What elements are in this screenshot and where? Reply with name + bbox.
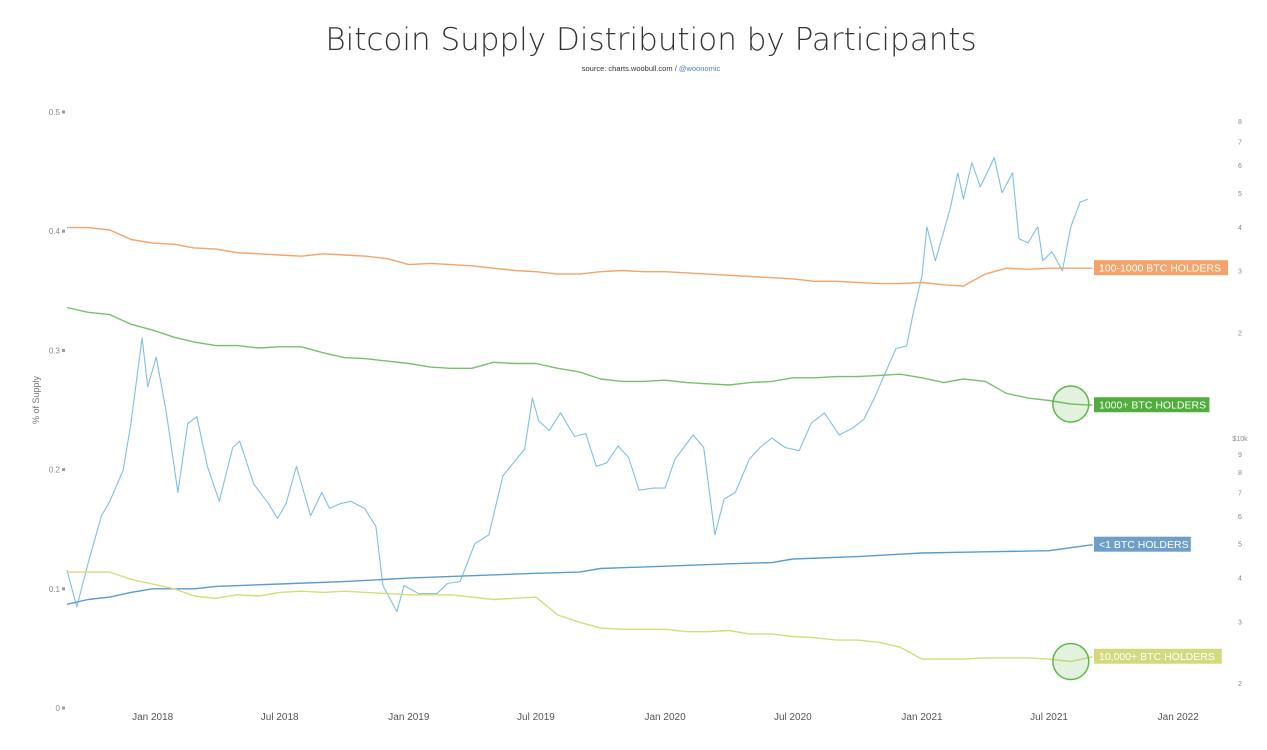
highlight-circle: [1052, 385, 1090, 423]
x-tick-label: Jan 2021: [901, 712, 943, 723]
y-axis-label: % of Supply: [31, 375, 41, 424]
series-label-box: [1094, 397, 1210, 413]
left-tick-label: 0.3: [49, 346, 61, 355]
x-tick-label: Jul 2019: [517, 712, 555, 723]
series-label-text: 10,000+ BTC HOLDERS: [1099, 651, 1215, 663]
chart-title: Bitcoin Supply Distribution by Participa…: [325, 22, 976, 58]
highlight-circle: [1052, 642, 1090, 681]
highlight-circles: [1052, 385, 1090, 681]
series-label-text: 100-1000 BTC HOLDERS: [1099, 263, 1221, 275]
series-line-10-000-btc-holders: [67, 571, 1093, 663]
right-tick-label: 2: [1238, 330, 1242, 337]
x-tick-label: Jan 2018: [132, 712, 174, 723]
right-tick-label: 4: [1238, 576, 1242, 583]
chart-subtitle: source: charts.woobull.com / @woonomic: [582, 64, 721, 73]
right-tick-label: 7: [1238, 490, 1242, 497]
right-tick-label: 7: [1238, 140, 1242, 147]
right-tick-label: 9: [1238, 452, 1242, 459]
left-tick-mark: [62, 468, 65, 472]
left-tick-label: 0.4: [49, 227, 61, 236]
x-tick-label: Jan 2022: [1158, 712, 1200, 723]
right-tick-label: 4: [1238, 225, 1242, 232]
x-axis-ticks: Jan 2018 Jul 2018 Jan 2019 Jul 2019 Jan 2020…: [132, 712, 1199, 723]
x-tick-label: Jul 2018: [261, 712, 299, 723]
left-tick-mark: [62, 110, 65, 114]
right-tick-label: 5: [1238, 542, 1242, 549]
series-line-1000-btc-holders: [66, 306, 1093, 406]
x-tick-label: Jan 2019: [388, 712, 430, 723]
left-tick-mark: [62, 587, 65, 591]
left-tick-label: 0: [56, 704, 61, 713]
x-tick-label: Jul 2021: [1030, 712, 1068, 723]
right-tick-label: 8: [1238, 470, 1242, 477]
series-label-box: [1094, 536, 1191, 552]
right-tick-label: 2: [1238, 681, 1242, 688]
right-tick-label: 8: [1238, 119, 1242, 126]
subtitle-handle: @woonomic: [679, 64, 721, 73]
left-tick-label: 0.1: [49, 585, 61, 594]
left-tick-label: 0.5: [49, 108, 61, 117]
series-label-text: <1 BTC HOLDERS: [1099, 539, 1189, 551]
series-line-1-btc-holders: [66, 544, 1093, 605]
series-labels: 100-1000 BTC HOLDERS 1000+ BTC HOLDERS <1 …: [1094, 260, 1228, 664]
left-tick-mark: [62, 348, 65, 352]
left-axis-ticks: 0 0.1 0.2 0.3 0.4 0.5: [49, 108, 65, 713]
left-tick-mark: [62, 706, 65, 710]
series-lines: [66, 157, 1093, 663]
left-tick-mark: [62, 229, 65, 233]
x-tick-label: Jan 2020: [645, 712, 687, 723]
series-label-box: [1094, 648, 1222, 664]
right-tick-label: 6: [1238, 514, 1242, 521]
right-tick-label: $10k: [1232, 436, 1248, 443]
right-tick-label: 3: [1238, 619, 1242, 626]
series-line-100-1000-btc-holders: [67, 226, 1093, 287]
left-tick-label: 0.2: [49, 466, 61, 475]
x-tick-label: Jul 2020: [774, 712, 812, 723]
right-tick-label: 6: [1238, 163, 1242, 170]
right-tick-label: 3: [1238, 269, 1242, 276]
series-line-btc-price: [66, 157, 1088, 613]
series-label-box: [1094, 260, 1228, 276]
subtitle-source: source: charts.woobull.com /: [582, 64, 679, 73]
right-tick-label: 5: [1238, 191, 1242, 198]
series-label-text: 1000+ BTC HOLDERS: [1099, 400, 1206, 412]
right-axis-ticks: 2 3 4 5 6 7 8 9 $10k 2 3 4 5 6 7 8: [1232, 119, 1248, 688]
